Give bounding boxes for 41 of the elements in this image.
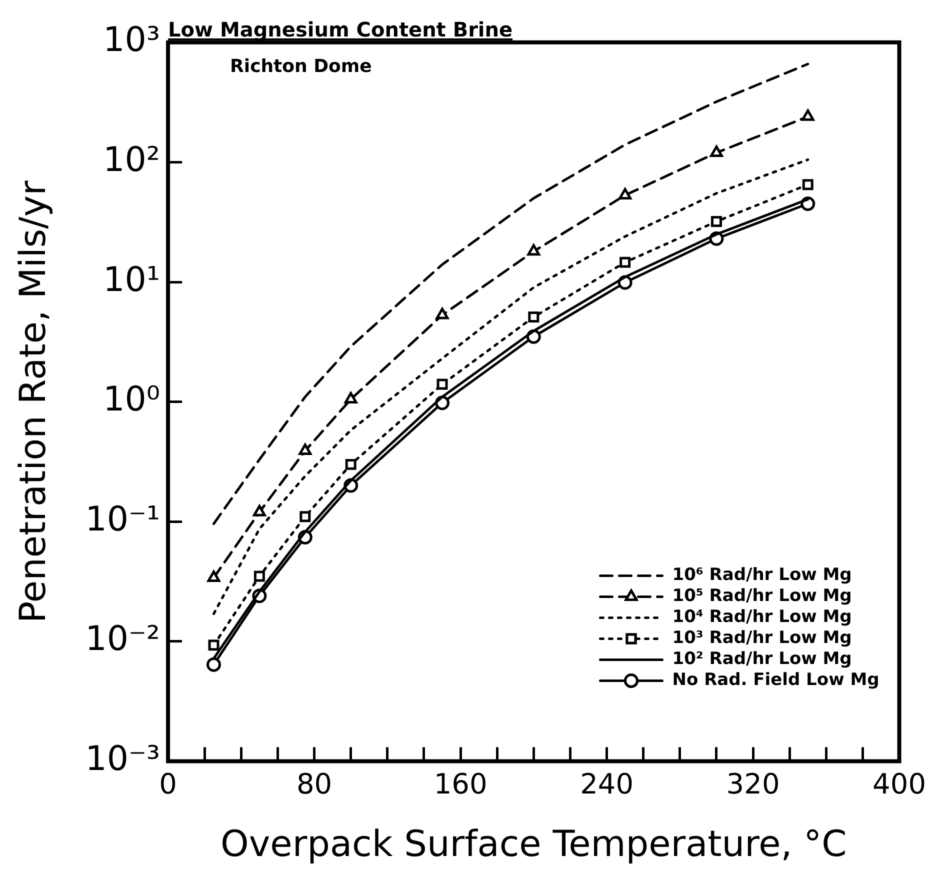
x-tick-label: 320 xyxy=(726,767,780,800)
y-tick-label: 10⁻¹ xyxy=(85,499,160,540)
point xyxy=(801,109,814,121)
point xyxy=(527,244,540,256)
chart-title: Low Magnesium Content Brine xyxy=(168,17,513,42)
point xyxy=(208,640,220,651)
y-tick-label: 10¹ xyxy=(103,260,160,300)
text: Richton Dome xyxy=(230,56,372,78)
point xyxy=(254,570,265,582)
point xyxy=(253,504,266,516)
x-tick-label: 400 xyxy=(872,767,926,800)
point xyxy=(710,145,723,157)
x-tick-label: 0 xyxy=(159,767,177,800)
legend-label: 10² Rad/hr Low Mg xyxy=(672,649,852,670)
y-tick-label: 10⁻² xyxy=(85,619,160,660)
legend-label: 10⁴ Rad/hr Low Mg xyxy=(672,607,852,628)
x-tick-label: 160 xyxy=(434,767,488,800)
legend-label: 10³ Rad/hr Low Mg xyxy=(672,628,852,648)
point xyxy=(344,392,358,404)
point xyxy=(620,256,631,268)
point xyxy=(802,179,814,190)
point xyxy=(436,308,449,320)
y-axis-title: Penetration Rate, Mils/yr xyxy=(12,180,54,624)
legend-label: 10⁶ Rad/hr Low Mg xyxy=(672,565,852,586)
y-tick-label: 10⁻³ xyxy=(85,739,160,780)
point xyxy=(345,458,356,470)
point xyxy=(710,216,722,227)
x-tick-label: 240 xyxy=(580,767,634,800)
point xyxy=(300,511,311,522)
point xyxy=(206,657,221,672)
x-tick-label: 80 xyxy=(296,767,332,800)
point xyxy=(618,188,632,200)
point xyxy=(528,312,540,323)
x-axis-title: Overpack Surface Temperature, °C xyxy=(220,824,847,865)
point xyxy=(298,444,312,456)
point xyxy=(436,378,448,390)
legend-label: 10⁵ Rad/hr Low Mg xyxy=(672,586,852,606)
y-tick-label: 10³ xyxy=(103,20,160,60)
y-tick-label: 10⁰ xyxy=(103,380,160,420)
legend-label: No Rad. Field Low Mg xyxy=(672,670,880,690)
y-tick-label: 10² xyxy=(103,140,160,180)
